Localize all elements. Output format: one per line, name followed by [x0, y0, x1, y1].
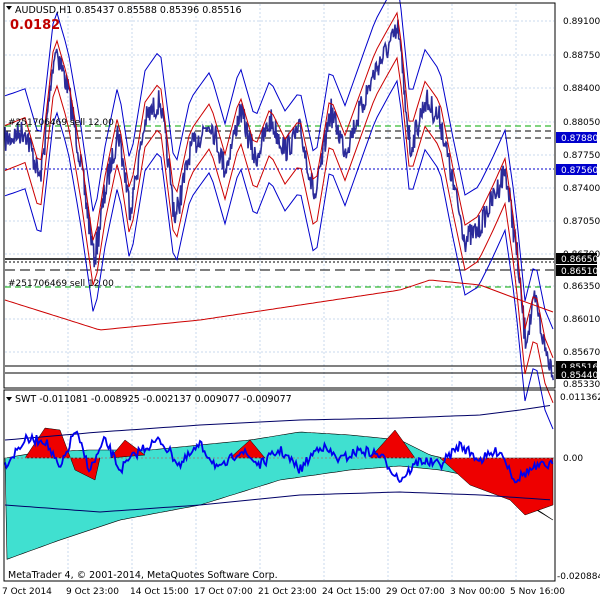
- time-label: 17 Oct 07:00: [194, 587, 253, 597]
- swt-line: [4, 430, 554, 484]
- price-tick: 0.89100: [563, 17, 600, 27]
- red-histogram: [229, 439, 266, 459]
- price-tick: 0.87750: [563, 151, 600, 161]
- swt-oscillator: [4, 405, 554, 560]
- price-tick: 0.87400: [563, 184, 600, 194]
- lower-inner-band: [4, 56, 554, 403]
- lower-envelope: [4, 491, 551, 513]
- time-label: 21 Oct 23:00: [258, 587, 317, 597]
- price-tag: 0.87560: [561, 166, 598, 176]
- indicator-tick: 0.011362: [560, 393, 600, 403]
- upper-inner-band: [4, 11, 554, 358]
- price-tick: 0.85330: [563, 380, 600, 390]
- price-tick: 0.88750: [563, 51, 600, 61]
- time-axis[interactable]: 7 Oct 2014 9 Oct 23:00 14 Oct 15:00 17 O…: [2, 587, 565, 597]
- indicator-panel-border: [3, 389, 556, 582]
- spread-value: 0.0182: [10, 18, 60, 33]
- price-tag: 0.85440: [561, 371, 598, 381]
- indicator-axis[interactable]: 0.011362 0.00 -0.020884: [557, 393, 600, 582]
- indicator-tick: 0.00: [563, 454, 583, 464]
- time-label: 5 Nov 16:00: [510, 587, 565, 597]
- price-tick: 0.86010: [563, 315, 600, 325]
- copyright-label: MetaTrader 4, © 2001-2014, MetaQuotes So…: [8, 570, 278, 581]
- price-tick: 0.85670: [563, 348, 600, 358]
- price-tag: 0.86510: [561, 267, 598, 277]
- symbol-ohlc-label: AUDUSD,H1 0.85437 0.85588 0.85396 0.8551…: [15, 5, 242, 16]
- red-histogram: [369, 429, 416, 459]
- price-tick: 0.87050: [563, 217, 600, 227]
- slow-ma: [4, 279, 554, 331]
- time-label: 7 Oct 2014: [2, 587, 52, 597]
- price-tag: 0.87880: [561, 134, 598, 144]
- price-tag-bg: [556, 132, 597, 143]
- red-histogram: [109, 439, 146, 459]
- price-tag-bg: [556, 265, 597, 276]
- indicator-title: SWT -0.011081 -0.008925 -0.002137 0.0090…: [15, 394, 292, 405]
- price-tag-bg: [556, 361, 597, 372]
- price-tick: 0.86350: [563, 282, 600, 292]
- price-tick: 0.88050: [563, 118, 600, 128]
- price-tag-bg: [556, 368, 597, 379]
- price-tag: 0.86650: [561, 255, 598, 265]
- dropdown-triangle-icon[interactable]: [6, 6, 12, 10]
- price-tag-bg: [556, 164, 597, 175]
- order-label-1[interactable]: #251706469 sell 12.00: [8, 118, 114, 128]
- indicator-dropdown-icon[interactable]: [6, 397, 12, 401]
- price-tags: 0.87880 0.87560 0.86650 0.86510 0.85516 …: [556, 132, 598, 381]
- red-histogram: [24, 427, 101, 481]
- cyan-histogram: [4, 431, 554, 560]
- upper-outer-band: [4, 0, 554, 330]
- order-label-2[interactable]: #251706469 sell 12.00: [8, 279, 114, 289]
- price-panel-border: [3, 2, 556, 389]
- price-tick: 0.88400: [563, 84, 600, 94]
- grid-lines: [5, 4, 554, 580]
- indicator-tick: -0.020884: [557, 572, 600, 582]
- price-plot: [4, 0, 554, 430]
- time-label: 24 Oct 15:00: [322, 587, 381, 597]
- price-tag-bg: [556, 253, 597, 264]
- upper-envelope: [4, 405, 551, 441]
- time-label: 9 Oct 23:00: [66, 587, 119, 597]
- lower-outer-band: [4, 79, 554, 430]
- time-label: 3 Nov 00:00: [450, 587, 505, 597]
- time-label: 29 Oct 07:00: [386, 587, 445, 597]
- price-series: [4, 19, 554, 381]
- time-label: 14 Oct 15:00: [130, 587, 189, 597]
